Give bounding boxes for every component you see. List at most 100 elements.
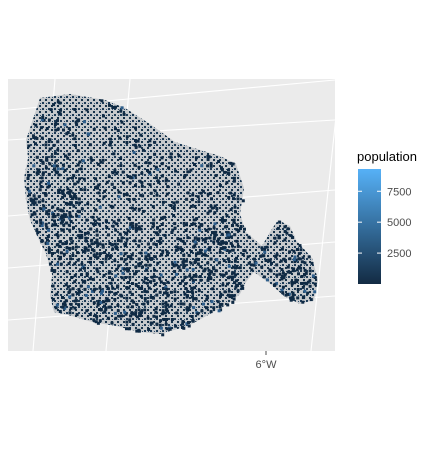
population-cell (105, 297, 109, 301)
population-cell (161, 302, 165, 306)
population-cell (175, 245, 178, 249)
population-cell (92, 127, 96, 131)
population-cell (171, 228, 175, 232)
population-cell (128, 226, 132, 230)
population-cell (42, 207, 46, 211)
population-cell (177, 182, 181, 186)
population-cell (66, 187, 70, 191)
population-cell (159, 319, 162, 323)
population-cell (210, 270, 213, 274)
population-cell (39, 126, 43, 130)
population-cell (210, 300, 214, 304)
population-cell (117, 195, 121, 199)
population-cell (173, 270, 177, 273)
population-cell (114, 316, 118, 320)
population-cell (303, 281, 306, 285)
population-cell (63, 303, 67, 307)
population-cell (108, 103, 111, 107)
population-cell (60, 216, 64, 220)
population-cell (84, 293, 88, 297)
population-cell (59, 221, 63, 225)
population-cell (141, 148, 145, 152)
population-cell (48, 262, 52, 266)
population-cell (35, 220, 39, 224)
population-cell (183, 174, 187, 177)
population-cell (185, 322, 189, 326)
population-cell (66, 202, 70, 206)
population-cell (165, 307, 169, 311)
population-cell (164, 285, 168, 289)
population-cell (186, 308, 190, 312)
population-cell (292, 249, 296, 253)
population-cell (235, 223, 239, 227)
population-cell (76, 149, 80, 153)
population-cell (140, 171, 144, 175)
population-cell (171, 262, 175, 266)
population-cell (151, 222, 155, 226)
population-cell (268, 268, 272, 272)
population-cell (90, 158, 94, 162)
population-cell (134, 226, 138, 230)
population-cell (103, 189, 107, 193)
population-cell (39, 180, 43, 184)
population-cell (116, 309, 120, 313)
population-cell (104, 306, 108, 310)
population-cell (218, 250, 222, 254)
population-cell (126, 255, 130, 259)
population-cell (81, 250, 85, 254)
population-cell (76, 163, 80, 167)
population-cell (290, 280, 294, 284)
population-cell (129, 314, 133, 318)
population-cell (55, 164, 59, 168)
population-cell (46, 185, 50, 189)
population-cell (47, 118, 51, 122)
population-cell (51, 297, 55, 301)
population-cell (231, 244, 234, 248)
population-cell (119, 239, 123, 243)
population-cell (223, 219, 227, 223)
population-cell (89, 256, 93, 260)
population-cell (85, 274, 89, 277)
population-cell (123, 267, 127, 271)
population-cell (173, 222, 177, 226)
population-cell (241, 286, 245, 290)
population-raster (24, 94, 318, 334)
population-cell (292, 267, 295, 271)
population-cell (63, 215, 66, 218)
population-cell (184, 259, 188, 263)
population-cell (116, 239, 120, 243)
population-cell (53, 168, 57, 172)
population-cell (63, 168, 67, 172)
population-cell (247, 235, 251, 239)
population-cell (109, 305, 113, 309)
population-cell (125, 320, 129, 324)
population-cell (51, 215, 55, 219)
population-cell (93, 241, 97, 245)
population-cell (47, 181, 50, 185)
population-cell (96, 303, 100, 307)
population-cell (225, 181, 229, 185)
population-cell (220, 217, 224, 221)
population-cell (78, 229, 82, 233)
population-cell (154, 307, 158, 311)
population-cell (64, 283, 68, 287)
population-cell (134, 311, 138, 315)
population-cell (153, 268, 157, 272)
population-cell (169, 290, 173, 294)
population-cell (153, 289, 157, 293)
population-cell (209, 277, 213, 281)
population-cell (203, 240, 207, 244)
population-cell (199, 191, 203, 195)
population-cell (78, 210, 81, 214)
population-cell (143, 289, 147, 293)
population-cell (143, 308, 147, 312)
population-cell (234, 273, 238, 277)
population-cell (161, 309, 165, 313)
population-cell (207, 276, 210, 280)
population-cell (194, 156, 198, 160)
population-cell (64, 299, 68, 303)
population-cell (232, 220, 236, 224)
population-cell (303, 268, 307, 272)
population-cell (68, 211, 72, 214)
population-cell (146, 242, 150, 246)
